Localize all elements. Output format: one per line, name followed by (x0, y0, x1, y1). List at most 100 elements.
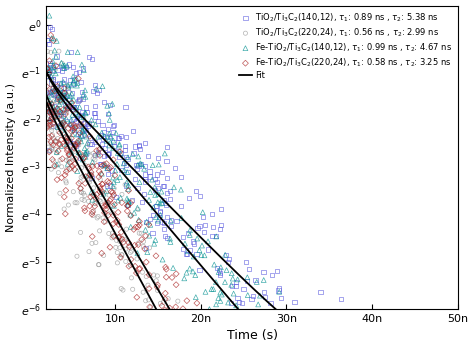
TiO$_2$/Ti$_3$C$_2$(140,12), $\tau_1$: 0.89 ns , $\tau_2$: 5.38 ns: (5.56e-09, 0.147): 0.89 ns , $\tau_2$: 5.38 ns: (5.56e-09, … (73, 113, 81, 118)
TiO$_2$/Ti$_3$C$_2$(140,12), $\tau_1$: 0.89 ns , $\tau_2$: 5.38 ns: (1.13e-08, 0.0336): 0.89 ns , $\tau_2$: 5.38 ns: (1.13e-08, … (122, 183, 130, 188)
TiO$_2$/Ti$_3$C$_2$(220,24), $\tau_1$: 0.56 ns , $\tau_2$: 2.99 ns: (4.05e-09, 0.125): 0.56 ns , $\tau_2$: 2.99 ns: (4.05e-09, … (60, 121, 68, 126)
TiO$_2$/Ti$_3$C$_2$(140,12), $\tau_1$: 0.89 ns , $\tau_2$: 5.38 ns: (3.53e-09, 0.291): 0.89 ns , $\tau_2$: 5.38 ns: (3.53e-09, … (55, 80, 63, 86)
Fe-TiO$_2$/Ti$_3$C$_2$(140,12), $\tau_1$: 0.99 ns , $\tau_2$: 4.67 ns: (4.37e-09, 0.0803): 0.99 ns , $\tau_2$: 4.67 ns: (4.37e-09, … (63, 142, 71, 147)
Fe-TiO$_2$/Ti$_3$C$_2$(220,24), $\tau_1$: 0.58 ns , $\tau_2$: 3.25 ns: (7.23e-09, 0.0416): 0.58 ns , $\tau_2$: 3.25 ns: (7.23e-09, … (87, 173, 95, 178)
TiO$_2$/Ti$_3$C$_2$(220,24), $\tau_1$: 0.56 ns , $\tau_2$: 2.99 ns: (2.97e-09, 0.202): 0.56 ns , $\tau_2$: 2.99 ns: (2.97e-09, … (51, 98, 58, 103)
Fe-TiO$_2$/Ti$_3$C$_2$(140,12), $\tau_1$: 0.99 ns , $\tau_2$: 4.67 ns: (1.11e-08, 0.0464): 0.99 ns , $\tau_2$: 4.67 ns: (1.11e-08, … (120, 167, 128, 173)
TiO$_2$/Ti$_3$C$_2$(220,24), $\tau_1$: 0.56 ns , $\tau_2$: 2.99 ns: (1.57e-08, 0.00157): 0.56 ns , $\tau_2$: 2.99 ns: (1.57e-08, … (160, 328, 167, 334)
Fe-TiO$_2$/Ti$_3$C$_2$(220,24), $\tau_1$: 0.58 ns , $\tau_2$: 3.25 ns: (4.42e-09, 0.0732): 0.58 ns , $\tau_2$: 3.25 ns: (4.42e-09, … (64, 146, 71, 151)
TiO$_2$/Ti$_3$C$_2$(140,12), $\tau_1$: 0.89 ns , $\tau_2$: 5.38 ns: (2.47e-09, 0.243): 0.89 ns , $\tau_2$: 5.38 ns: (2.47e-09, … (46, 89, 54, 95)
TiO$_2$/Ti$_3$C$_2$(140,12), $\tau_1$: 0.89 ns , $\tau_2$: 5.38 ns: (4.24e-09, 0.409): 0.89 ns , $\tau_2$: 5.38 ns: (4.24e-09, … (62, 64, 69, 70)
TiO$_2$/Ti$_3$C$_2$(220,24), $\tau_1$: 0.56 ns , $\tau_2$: 2.99 ns: (6.74e-09, 0.0758): 0.56 ns , $\tau_2$: 2.99 ns: (6.74e-09, … (83, 144, 91, 150)
Fe-TiO$_2$/Ti$_3$C$_2$(220,24), $\tau_1$: 0.58 ns , $\tau_2$: 3.25 ns: (4.32e-09, 0.0855): 0.58 ns , $\tau_2$: 3.25 ns: (4.32e-09, … (63, 139, 70, 144)
Fe-TiO$_2$/Ti$_3$C$_2$(220,24), $\tau_1$: 0.58 ns , $\tau_2$: 3.25 ns: (1.29e-08, 0.0146): 0.58 ns , $\tau_2$: 3.25 ns: (1.29e-08, … (136, 222, 143, 228)
TiO$_2$/Ti$_3$C$_2$(220,24), $\tau_1$: 0.56 ns , $\tau_2$: 2.99 ns: (1.09e-08, 0.0037): 0.56 ns , $\tau_2$: 2.99 ns: (1.09e-08, … (119, 287, 127, 293)
Fe-TiO$_2$/Ti$_3$C$_2$(220,24), $\tau_1$: 0.58 ns , $\tau_2$: 3.25 ns: (1.65e-08, 0.00163): 0.58 ns , $\tau_2$: 3.25 ns: (1.65e-08, … (167, 326, 174, 332)
TiO$_2$/Ti$_3$C$_2$(220,24), $\tau_1$: 0.56 ns , $\tau_2$: 2.99 ns: (6.35e-09, 0.126): 0.56 ns , $\tau_2$: 2.99 ns: (6.35e-09, … (80, 120, 87, 126)
Fe-TiO$_2$/Ti$_3$C$_2$(140,12), $\tau_1$: 0.99 ns , $\tau_2$: 4.67 ns: (3.92e-09, 0.427): 0.99 ns , $\tau_2$: 4.67 ns: (3.92e-09, … (59, 62, 67, 68)
Fe-TiO$_2$/Ti$_3$C$_2$(220,24), $\tau_1$: 0.58 ns , $\tau_2$: 3.25 ns: (3.54e-09, 0.079): 0.58 ns , $\tau_2$: 3.25 ns: (3.54e-09, … (56, 142, 64, 148)
Fe-TiO$_2$/Ti$_3$C$_2$(140,12), $\tau_1$: 0.99 ns , $\tau_2$: 4.67 ns: (3.68e-09, 0.197): 0.99 ns , $\tau_2$: 4.67 ns: (3.68e-09, … (57, 99, 64, 104)
TiO$_2$/Ti$_3$C$_2$(140,12), $\tau_1$: 0.89 ns , $\tau_2$: 5.38 ns: (9.83e-09, 0.0841): 0.89 ns , $\tau_2$: 5.38 ns: (9.83e-09, … (109, 139, 117, 145)
TiO$_2$/Ti$_3$C$_2$(140,12), $\tau_1$: 0.89 ns , $\tau_2$: 5.38 ns: (3.98e-09, 0.219): 0.89 ns , $\tau_2$: 5.38 ns: (3.98e-09, … (60, 94, 67, 100)
TiO$_2$/Ti$_3$C$_2$(220,24), $\tau_1$: 0.56 ns , $\tau_2$: 2.99 ns: (3.22e-09, 0.067): 0.56 ns , $\tau_2$: 2.99 ns: (3.22e-09, … (53, 150, 61, 156)
TiO$_2$/Ti$_3$C$_2$(220,24), $\tau_1$: 0.56 ns , $\tau_2$: 2.99 ns: (6.92e-09, 0.0241): 0.56 ns , $\tau_2$: 2.99 ns: (6.92e-09, … (85, 199, 92, 204)
TiO$_2$/Ti$_3$C$_2$(220,24), $\tau_1$: 0.56 ns , $\tau_2$: 2.99 ns: (1.53e-08, 0.00279): 0.56 ns , $\tau_2$: 2.99 ns: (1.53e-08, … (156, 301, 164, 306)
Fe-TiO$_2$/Ti$_3$C$_2$(220,24), $\tau_1$: 0.58 ns , $\tau_2$: 3.25 ns: (8.98e-09, 0.022): 0.58 ns , $\tau_2$: 3.25 ns: (8.98e-09, … (102, 203, 110, 208)
Fe-TiO$_2$/Ti$_3$C$_2$(220,24), $\tau_1$: 0.58 ns , $\tau_2$: 3.25 ns: (1.27e-08, 0.014): 0.58 ns , $\tau_2$: 3.25 ns: (1.27e-08, … (134, 224, 142, 230)
Fe-TiO$_2$/Ti$_3$C$_2$(220,24), $\tau_1$: 0.58 ns , $\tau_2$: 3.25 ns: (2.46e-09, 0.18): 0.58 ns , $\tau_2$: 3.25 ns: (2.46e-09, … (46, 103, 54, 109)
TiO$_2$/Ti$_3$C$_2$(220,24), $\tau_1$: 0.56 ns , $\tau_2$: 2.99 ns: (7.03e-09, 0.0361): 0.56 ns , $\tau_2$: 2.99 ns: (7.03e-09, … (86, 179, 93, 185)
Fe-TiO$_2$/Ti$_3$C$_2$(140,12), $\tau_1$: 0.99 ns , $\tau_2$: 4.67 ns: (1.26e-08, 0.021): 0.99 ns , $\tau_2$: 4.67 ns: (1.26e-08, … (134, 205, 141, 211)
TiO$_2$/Ti$_3$C$_2$(220,24), $\tau_1$: 0.56 ns , $\tau_2$: 2.99 ns: (1.75e-08, 0.00119): 0.56 ns , $\tau_2$: 2.99 ns: (1.75e-08, … (176, 341, 183, 347)
TiO$_2$/Ti$_3$C$_2$(140,12), $\tau_1$: 0.89 ns , $\tau_2$: 5.38 ns: (3.65e-09, 0.119): 0.89 ns , $\tau_2$: 5.38 ns: (3.65e-09, … (57, 123, 64, 128)
Fe-TiO$_2$/Ti$_3$C$_2$(140,12), $\tau_1$: 0.99 ns , $\tau_2$: 4.67 ns: (1.55e-08, 0.0249): 0.99 ns , $\tau_2$: 4.67 ns: (1.55e-08, … (158, 197, 166, 203)
Fe-TiO$_2$/Ti$_3$C$_2$(220,24), $\tau_1$: 0.58 ns , $\tau_2$: 3.25 ns: (2.03e-09, 0.272): 0.58 ns , $\tau_2$: 3.25 ns: (2.03e-09, … (43, 84, 50, 89)
TiO$_2$/Ti$_3$C$_2$(220,24), $\tau_1$: 0.56 ns , $\tau_2$: 2.99 ns: (6.14e-09, 0.0251): 0.56 ns , $\tau_2$: 2.99 ns: (6.14e-09, … (78, 197, 86, 202)
TiO$_2$/Ti$_3$C$_2$(140,12), $\tau_1$: 0.89 ns , $\tau_2$: 5.38 ns: (1.61e-08, 0.0288): 0.89 ns , $\tau_2$: 5.38 ns: (1.61e-08, … (164, 190, 171, 196)
TiO$_2$/Ti$_3$C$_2$(140,12), $\tau_1$: 0.89 ns , $\tau_2$: 5.38 ns: (3.24e-09, 0.285): 0.89 ns , $\tau_2$: 5.38 ns: (3.24e-09, … (53, 81, 61, 87)
TiO$_2$/Ti$_3$C$_2$(140,12), $\tau_1$: 0.89 ns , $\tau_2$: 5.38 ns: (1.35e-08, 0.0423): 0.89 ns , $\tau_2$: 5.38 ns: (1.35e-08, … (141, 172, 149, 177)
Fe-TiO$_2$/Ti$_3$C$_2$(220,24), $\tau_1$: 0.58 ns , $\tau_2$: 3.25 ns: (1.18e-08, 0.0232): 0.58 ns , $\tau_2$: 3.25 ns: (1.18e-08, … (127, 200, 135, 206)
Fe-TiO$_2$/Ti$_3$C$_2$(220,24), $\tau_1$: 0.58 ns , $\tau_2$: 3.25 ns: (2.38e-09, 0.158): 0.58 ns , $\tau_2$: 3.25 ns: (2.38e-09, … (46, 109, 54, 115)
TiO$_2$/Ti$_3$C$_2$(140,12), $\tau_1$: 0.89 ns , $\tau_2$: 5.38 ns: (1.57e-08, 0.0153): 0.89 ns , $\tau_2$: 5.38 ns: (1.57e-08, … (160, 220, 168, 226)
TiO$_2$/Ti$_3$C$_2$(220,24), $\tau_1$: 0.56 ns , $\tau_2$: 2.99 ns: (6.54e-09, 0.0513): 0.56 ns , $\tau_2$: 2.99 ns: (6.54e-09, … (82, 163, 89, 168)
Fe-TiO$_2$/Ti$_3$C$_2$(140,12), $\tau_1$: 0.99 ns , $\tau_2$: 4.67 ns: (2.54e-08, 0.00111): 0.99 ns , $\tau_2$: 4.67 ns: (2.54e-08, … (244, 344, 251, 348)
TiO$_2$/Ti$_3$C$_2$(220,24), $\tau_1$: 0.56 ns , $\tau_2$: 2.99 ns: (1.87e-08, 0.00116): 0.56 ns , $\tau_2$: 2.99 ns: (1.87e-08, … (186, 342, 193, 348)
TiO$_2$/Ti$_3$C$_2$(220,24), $\tau_1$: 0.56 ns , $\tau_2$: 2.99 ns: (2.54e-09, 0.332): 0.56 ns , $\tau_2$: 2.99 ns: (2.54e-09, … (47, 74, 55, 80)
Fe-TiO$_2$/Ti$_3$C$_2$(140,12), $\tau_1$: 0.99 ns , $\tau_2$: 4.67 ns: (2.81e-09, 0.176): 0.99 ns , $\tau_2$: 4.67 ns: (2.81e-09, … (49, 104, 57, 110)
Fe-TiO$_2$/Ti$_3$C$_2$(140,12), $\tau_1$: 0.99 ns , $\tau_2$: 4.67 ns: (1.26e-08, 0.00807): 0.99 ns , $\tau_2$: 4.67 ns: (1.26e-08, … (134, 250, 141, 256)
Fe-TiO$_2$/Ti$_3$C$_2$(220,24), $\tau_1$: 0.58 ns , $\tau_2$: 3.25 ns: (6.95e-09, 0.0476): 0.58 ns , $\tau_2$: 3.25 ns: (6.95e-09, … (85, 166, 92, 172)
Fe-TiO$_2$/Ti$_3$C$_2$(140,12), $\tau_1$: 0.99 ns , $\tau_2$: 4.67 ns: (2.3e-08, 0.00563): 0.99 ns , $\tau_2$: 4.67 ns: (2.3e-08, 0… (223, 267, 230, 273)
Fe-TiO$_2$/Ti$_3$C$_2$(140,12), $\tau_1$: 0.99 ns , $\tau_2$: 4.67 ns: (6.76e-09, 0.069): 0.99 ns , $\tau_2$: 4.67 ns: (6.76e-09, … (83, 149, 91, 154)
Fe-TiO$_2$/Ti$_3$C$_2$(140,12), $\tau_1$: 0.99 ns , $\tau_2$: 4.67 ns: (2.02e-08, 0.00947): 0.99 ns , $\tau_2$: 4.67 ns: (2.02e-08, … (198, 243, 206, 248)
Fe-TiO$_2$/Ti$_3$C$_2$(220,24), $\tau_1$: 0.58 ns , $\tau_2$: 3.25 ns: (1.53e-08, 0.00154): 0.58 ns , $\tau_2$: 3.25 ns: (1.53e-08, … (156, 329, 164, 334)
Fe-TiO$_2$/Ti$_3$C$_2$(220,24), $\tau_1$: 0.58 ns , $\tau_2$: 3.25 ns: (2.93e-09, 0.144): 0.58 ns , $\tau_2$: 3.25 ns: (2.93e-09, … (51, 114, 58, 119)
Fe-TiO$_2$/Ti$_3$C$_2$(220,24), $\tau_1$: 0.58 ns , $\tau_2$: 3.25 ns: (2.35e-09, 0.468): 0.58 ns , $\tau_2$: 3.25 ns: (2.35e-09, … (46, 58, 53, 64)
Fe-TiO$_2$/Ti$_3$C$_2$(220,24), $\tau_1$: 0.58 ns , $\tau_2$: 3.25 ns: (1.59e-08, 0.00346): 0.58 ns , $\tau_2$: 3.25 ns: (1.59e-08, … (162, 291, 169, 296)
TiO$_2$/Ti$_3$C$_2$(220,24), $\tau_1$: 0.56 ns , $\tau_2$: 2.99 ns: (1.52e-08, 0.0013): 0.56 ns , $\tau_2$: 2.99 ns: (1.52e-08, … (156, 337, 164, 342)
Fe-TiO$_2$/Ti$_3$C$_2$(220,24), $\tau_1$: 0.58 ns , $\tau_2$: 3.25 ns: (7.48e-09, 0.0274): 0.58 ns , $\tau_2$: 3.25 ns: (7.48e-09, … (90, 192, 97, 198)
TiO$_2$/Ti$_3$C$_2$(140,12), $\tau_1$: 0.89 ns , $\tau_2$: 5.38 ns: (8.09e-09, 0.253): 0.89 ns , $\tau_2$: 5.38 ns: (8.09e-09, … (95, 87, 102, 93)
Fe-TiO$_2$/Ti$_3$C$_2$(140,12), $\tau_1$: 0.99 ns , $\tau_2$: 4.67 ns: (1.48e-08, 0.0172): 0.99 ns , $\tau_2$: 4.67 ns: (1.48e-08, … (152, 214, 160, 220)
TiO$_2$/Ti$_3$C$_2$(140,12), $\tau_1$: 0.89 ns , $\tau_2$: 5.38 ns: (2.43e-08, 0.00314): 0.89 ns , $\tau_2$: 5.38 ns: (2.43e-08, … (234, 295, 241, 301)
Fe-TiO$_2$/Ti$_3$C$_2$(220,24), $\tau_1$: 0.58 ns , $\tau_2$: 3.25 ns: (7.06e-09, 0.0218): 0.58 ns , $\tau_2$: 3.25 ns: (7.06e-09, … (86, 203, 93, 209)
Fe-TiO$_2$/Ti$_3$C$_2$(140,12), $\tau_1$: 0.99 ns , $\tau_2$: 4.67 ns: (1.41e-08, 0.0147): 0.99 ns , $\tau_2$: 4.67 ns: (1.41e-08, … (146, 222, 154, 228)
TiO$_2$/Ti$_3$C$_2$(140,12), $\tau_1$: 0.89 ns , $\tau_2$: 5.38 ns: (5.77e-09, 0.118): 0.89 ns , $\tau_2$: 5.38 ns: (5.77e-09, … (75, 123, 82, 129)
TiO$_2$/Ti$_3$C$_2$(140,12), $\tau_1$: 0.89 ns , $\tau_2$: 5.38 ns: (2.75e-08, 0.0032): 0.89 ns , $\tau_2$: 5.38 ns: (2.75e-08, … (261, 294, 268, 300)
TiO$_2$/Ti$_3$C$_2$(140,12), $\tau_1$: 0.89 ns , $\tau_2$: 5.38 ns: (2.81e-09, 0.264): 0.89 ns , $\tau_2$: 5.38 ns: (2.81e-09, … (49, 85, 57, 91)
Fe-TiO$_2$/Ti$_3$C$_2$(140,12), $\tau_1$: 0.99 ns , $\tau_2$: 4.67 ns: (1.54e-08, 0.0296): 0.99 ns , $\tau_2$: 4.67 ns: (1.54e-08, … (158, 189, 165, 194)
TiO$_2$/Ti$_3$C$_2$(140,12), $\tau_1$: 0.89 ns , $\tau_2$: 5.38 ns: (9.15e-09, 0.111): 0.89 ns , $\tau_2$: 5.38 ns: (9.15e-09, … (104, 126, 111, 132)
TiO$_2$/Ti$_3$C$_2$(220,24), $\tau_1$: 0.56 ns , $\tau_2$: 2.99 ns: (8.08e-09, 0.00632): 0.56 ns , $\tau_2$: 2.99 ns: (8.08e-09, … (95, 262, 102, 267)
Fe-TiO$_2$/Ti$_3$C$_2$(220,24), $\tau_1$: 0.58 ns , $\tau_2$: 3.25 ns: (1.94e-08, 0.00111): 0.58 ns , $\tau_2$: 3.25 ns: (1.94e-08, … (191, 345, 199, 348)
Fe-TiO$_2$/Ti$_3$C$_2$(220,24), $\tau_1$: 0.58 ns , $\tau_2$: 3.25 ns: (4.53e-09, 0.175): 0.58 ns , $\tau_2$: 3.25 ns: (4.53e-09, … (64, 104, 72, 110)
TiO$_2$/Ti$_3$C$_2$(220,24), $\tau_1$: 0.56 ns , $\tau_2$: 2.99 ns: (2.97e-09, 0.0499): 0.56 ns , $\tau_2$: 2.99 ns: (2.97e-09, … (51, 164, 58, 169)
Fe-TiO$_2$/Ti$_3$C$_2$(140,12), $\tau_1$: 0.99 ns , $\tau_2$: 4.67 ns: (3.76e-09, 0.15): 0.99 ns , $\tau_2$: 4.67 ns: (3.76e-09, … (58, 112, 65, 118)
TiO$_2$/Ti$_3$C$_2$(140,12), $\tau_1$: 0.89 ns , $\tau_2$: 5.38 ns: (5.92e-09, 0.0599): 0.89 ns , $\tau_2$: 5.38 ns: (5.92e-09, … (76, 155, 84, 161)
TiO$_2$/Ti$_3$C$_2$(140,12), $\tau_1$: 0.89 ns , $\tau_2$: 5.38 ns: (4.49e-09, 0.264): 0.89 ns , $\tau_2$: 5.38 ns: (4.49e-09, … (64, 85, 72, 91)
Fe-TiO$_2$/Ti$_3$C$_2$(140,12), $\tau_1$: 0.99 ns , $\tau_2$: 4.67 ns: (1.52e-08, 0.023): 0.99 ns , $\tau_2$: 4.67 ns: (1.52e-08, … (156, 201, 164, 206)
Fe-TiO$_2$/Ti$_3$C$_2$(220,24), $\tau_1$: 0.58 ns , $\tau_2$: 3.25 ns: (2.29e-09, 0.364): 0.58 ns , $\tau_2$: 3.25 ns: (2.29e-09, … (45, 70, 53, 76)
Fe-TiO$_2$/Ti$_3$C$_2$(220,24), $\tau_1$: 0.58 ns , $\tau_2$: 3.25 ns: (1.92e-08, 0.00201): 0.58 ns , $\tau_2$: 3.25 ns: (1.92e-08, … (190, 316, 197, 322)
TiO$_2$/Ti$_3$C$_2$(220,24), $\tau_1$: 0.56 ns , $\tau_2$: 2.99 ns: (3.39e-09, 0.105): 0.56 ns , $\tau_2$: 2.99 ns: (3.39e-09, … (55, 129, 62, 134)
TiO$_2$/Ti$_3$C$_2$(140,12), $\tau_1$: 0.89 ns , $\tau_2$: 5.38 ns: (1.55e-08, 0.045): 0.89 ns , $\tau_2$: 5.38 ns: (1.55e-08, … (158, 169, 166, 174)
Fe-TiO$_2$/Ti$_3$C$_2$(220,24), $\tau_1$: 0.58 ns , $\tau_2$: 3.25 ns: (3.77e-09, 0.0396): 0.58 ns , $\tau_2$: 3.25 ns: (3.77e-09, … (58, 175, 65, 181)
Fe-TiO$_2$/Ti$_3$C$_2$(220,24), $\tau_1$: 0.58 ns , $\tau_2$: 3.25 ns: (2.29e-09, 0.0936): 0.58 ns , $\tau_2$: 3.25 ns: (2.29e-09, … (45, 134, 53, 140)
Fe-TiO$_2$/Ti$_3$C$_2$(140,12), $\tau_1$: 0.99 ns , $\tau_2$: 4.67 ns: (1.14e-08, 0.0357): 0.99 ns , $\tau_2$: 4.67 ns: (1.14e-08, … (123, 180, 130, 185)
TiO$_2$/Ti$_3$C$_2$(140,12), $\tau_1$: 0.89 ns , $\tau_2$: 5.38 ns: (1.13e-08, 0.0928): 0.89 ns , $\tau_2$: 5.38 ns: (1.13e-08, … (122, 135, 129, 140)
Fe-TiO$_2$/Ti$_3$C$_2$(220,24), $\tau_1$: 0.58 ns , $\tau_2$: 3.25 ns: (4.09e-09, 0.0264): 0.58 ns , $\tau_2$: 3.25 ns: (4.09e-09, … (61, 194, 68, 200)
Fe-TiO$_2$/Ti$_3$C$_2$(140,12), $\tau_1$: 0.99 ns , $\tau_2$: 4.67 ns: (2.18e-08, 0.00438): 0.99 ns , $\tau_2$: 4.67 ns: (2.18e-08, … (212, 279, 220, 285)
Fe-TiO$_2$/Ti$_3$C$_2$(140,12), $\tau_1$: 0.99 ns , $\tau_2$: 4.67 ns: (9.78e-09, 0.0398): 0.99 ns , $\tau_2$: 4.67 ns: (9.78e-09, … (109, 175, 117, 180)
Fe-TiO$_2$/Ti$_3$C$_2$(140,12), $\tau_1$: 0.99 ns , $\tau_2$: 4.67 ns: (5.84e-09, 0.0676): 0.99 ns , $\tau_2$: 4.67 ns: (5.84e-09, … (75, 150, 83, 155)
TiO$_2$/Ti$_3$C$_2$(140,12), $\tau_1$: 0.89 ns , $\tau_2$: 5.38 ns: (2.61e-08, 0.00329): 0.89 ns , $\tau_2$: 5.38 ns: (2.61e-08, … (249, 293, 257, 299)
TiO$_2$/Ti$_3$C$_2$(140,12), $\tau_1$: 0.89 ns , $\tau_2$: 5.38 ns: (5.99e-09, 0.298): 0.89 ns , $\tau_2$: 5.38 ns: (5.99e-09, … (77, 79, 84, 85)
TiO$_2$/Ti$_3$C$_2$(140,12), $\tau_1$: 0.89 ns , $\tau_2$: 5.38 ns: (2.41e-08, 0.004): 0.89 ns , $\tau_2$: 5.38 ns: (2.41e-08, … (232, 284, 239, 289)
Fe-TiO$_2$/Ti$_3$C$_2$(220,24), $\tau_1$: 0.58 ns , $\tau_2$: 3.25 ns: (3.47e-09, 0.215): 0.58 ns , $\tau_2$: 3.25 ns: (3.47e-09, … (55, 95, 63, 100)
Fe-TiO$_2$/Ti$_3$C$_2$(140,12), $\tau_1$: 0.99 ns , $\tau_2$: 4.67 ns: (1.81e-08, 0.00474): 0.99 ns , $\tau_2$: 4.67 ns: (1.81e-08, … (181, 276, 188, 281)
TiO$_2$/Ti$_3$C$_2$(140,12), $\tau_1$: 0.89 ns , $\tau_2$: 5.38 ns: (7.69e-09, 0.279): 0.89 ns , $\tau_2$: 5.38 ns: (7.69e-09, … (91, 82, 99, 88)
Fe-TiO$_2$/Ti$_3$C$_2$(220,24), $\tau_1$: 0.58 ns , $\tau_2$: 3.25 ns: (8.29e-09, 0.0311): 0.58 ns , $\tau_2$: 3.25 ns: (8.29e-09, … (97, 187, 104, 192)
Fe-TiO$_2$/Ti$_3$C$_2$(140,12), $\tau_1$: 0.99 ns , $\tau_2$: 4.67 ns: (9.86e-09, 0.0359): 0.99 ns , $\tau_2$: 4.67 ns: (9.86e-09, … (110, 180, 118, 185)
Fe-TiO$_2$/Ti$_3$C$_2$(140,12), $\tau_1$: 0.99 ns , $\tau_2$: 4.67 ns: (2.1e-08, 0.00248): 0.99 ns , $\tau_2$: 4.67 ns: (2.1e-08, 0… (206, 306, 213, 312)
TiO$_2$/Ti$_3$C$_2$(220,24), $\tau_1$: 0.56 ns , $\tau_2$: 2.99 ns: (1.49e-08, 0.0011): 0.56 ns , $\tau_2$: 2.99 ns: (1.49e-08, … (153, 345, 160, 348)
Fe-TiO$_2$/Ti$_3$C$_2$(220,24), $\tau_1$: 0.58 ns , $\tau_2$: 3.25 ns: (7.36e-09, 0.0192): 0.58 ns , $\tau_2$: 3.25 ns: (7.36e-09, … (89, 209, 96, 215)
Fe-TiO$_2$/Ti$_3$C$_2$(140,12), $\tau_1$: 0.99 ns , $\tau_2$: 4.67 ns: (1.22e-08, 0.0189): 0.99 ns , $\tau_2$: 4.67 ns: (1.22e-08, … (130, 210, 138, 215)
